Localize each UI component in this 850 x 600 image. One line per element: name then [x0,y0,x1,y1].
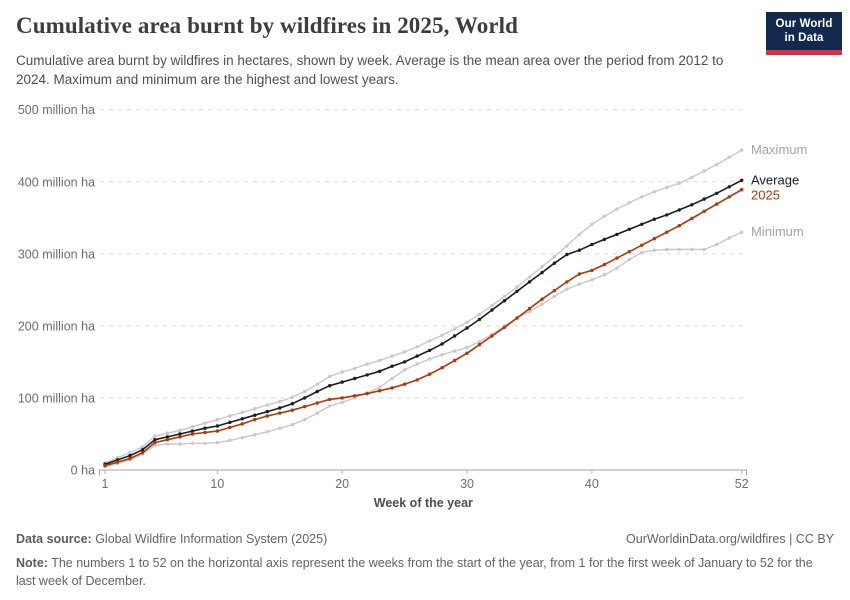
data-source-label: Data source: [16,532,92,546]
series-markers-2025 [103,188,744,468]
data-source: Data source: Global Wildfire Information… [16,532,834,546]
x-axis-tick-label: 10 [210,477,224,491]
chart-subtitle: Cumulative area burnt by wildfires in he… [16,53,724,87]
x-axis-tick-label: 20 [335,477,349,491]
x-axis-tick-label: 1 [102,477,109,491]
y-axis-tick-label: 200 million ha [18,319,95,333]
y-axis-tick-label: 500 million ha [18,103,95,117]
series-line-maximum [104,149,743,464]
y-axis-tick-label: 300 million ha [18,247,95,261]
owid-logo: Our World in Data [766,12,842,55]
note-label: Note: [16,556,48,570]
series-line-average [104,179,743,466]
series-line-minimum [104,231,743,468]
owid-logo-line2: in Data [784,32,824,45]
x-axis-tick-label: 52 [735,477,749,491]
x-axis-tick-label: 30 [460,477,474,491]
chart-note: Note: The numbers 1 to 52 on the horizon… [16,554,828,590]
series-line-2025 [104,188,743,467]
owid-link[interactable]: OurWorldinData.org/wildfires | CC BY [626,532,834,546]
y-axis-tick-label: 0 ha [71,464,95,478]
x-axis-title: Week of the year [374,496,473,510]
page-title: Cumulative area burnt by wildfires in 20… [16,13,519,38]
data-source-text: Global Wildfire Information System (2025… [91,532,328,546]
series-markers-average [103,178,744,466]
wildfire-cumulative-line-chart: 0 ha 100 million ha 200 million ha 300 mill… [18,103,807,510]
series-label-minimum: Minimum [751,224,804,239]
series-label-2025: 2025 [751,188,780,203]
note-text: The numbers 1 to 52 on the horizontal ax… [16,556,813,589]
x-axis-tick-label: 40 [585,477,599,491]
series-label-average: Average [751,172,799,187]
y-axis-tick-label: 100 million ha [18,391,95,405]
y-axis-tick-label: 400 million ha [18,175,95,189]
series-markers-maximum [103,148,744,465]
series-markers-minimum [103,230,744,469]
owid-logo-line1: Our World [775,18,833,30]
series-label-maximum: Maximum [751,142,807,157]
